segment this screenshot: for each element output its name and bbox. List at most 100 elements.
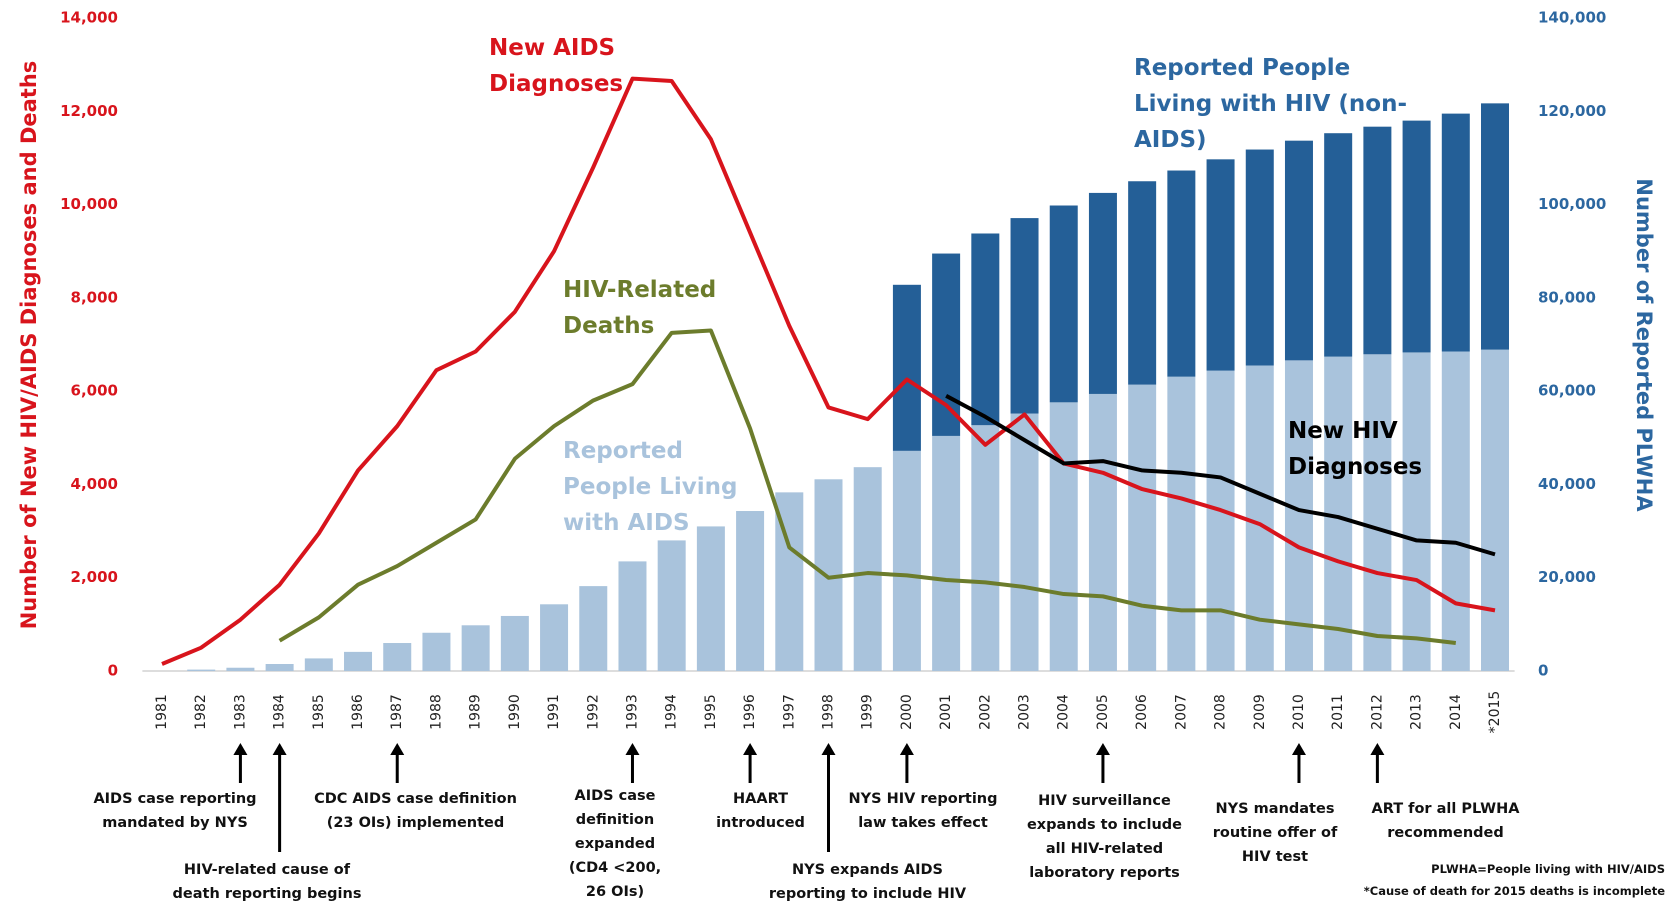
bar [1402,120,1431,353]
arrow-head [821,743,836,755]
line [161,76,1496,666]
x-tick-label: 1987 [389,694,405,730]
annotation: ART for all PLWHA recommended [1371,801,1520,841]
bar [383,643,412,671]
x-tick-label: 1998 [821,694,837,730]
bar [696,526,725,671]
arrow-head [899,743,914,755]
bar [1324,133,1353,357]
bar [304,658,333,671]
footnote: *Cause of death for 2015 deaths is incom… [1363,884,1665,898]
x-tick-label: 1991 [546,694,562,730]
arrow-head [1291,743,1306,755]
x-tick-label: 2006 [1134,694,1150,730]
y-tick-label: 2,000 [71,568,118,586]
bar [1049,205,1078,403]
series-label: Reported People Living with HIV (non-AID… [1134,55,1407,153]
annotation: HIV-related cause of death reporting beg… [172,862,362,902]
x-tick-label: 1993 [624,694,640,730]
y-tick-label: 12,000 [60,102,118,120]
annotation: CDC AIDS case definition (23 OIs) implem… [314,791,517,831]
y-tick-label: 10,000 [60,195,118,213]
bar [265,664,294,671]
annotation: NYS HIV reporting law takes effect [848,791,998,831]
bar [1010,218,1039,414]
x-tick-label: 1992 [585,694,601,730]
x-tick-label: 1983 [232,694,248,730]
x-tick-label: 2014 [1448,694,1464,730]
y2-tick-label: 40,000 [1538,475,1596,493]
y2-tick-label: 80,000 [1538,288,1596,306]
annotation: HAART introduced [716,791,805,831]
bar [1088,393,1117,671]
y2-tick-label: 140,000 [1538,9,1606,27]
x-tick-label: 2011 [1330,694,1346,730]
bar [1441,113,1470,352]
y-tick-label: 0 [108,662,118,680]
x-tick-label: 1982 [193,694,209,730]
x-tick-label: 1986 [350,694,366,730]
x-tick-label: 2000 [899,694,915,730]
bar [1128,181,1157,385]
y2-tick-label: 60,000 [1538,382,1596,400]
arrow-head [272,743,287,755]
annotation: NYS mandates routine offer of HIV test [1212,801,1338,865]
bar [932,435,961,671]
x-tick-label: 1995 [703,694,719,730]
bar [1481,349,1509,671]
y2-tick-label: 0 [1538,662,1548,680]
bar [226,667,255,671]
bar [1167,376,1196,671]
bar [892,450,921,671]
y-tick-label: 14,000 [60,9,118,27]
x-tick-label: 1996 [742,694,758,730]
x-tick-label: 2008 [1213,694,1229,730]
bar [500,615,529,671]
bar [736,511,765,671]
x-tick-label: 2001 [938,694,954,730]
x-tick-label: 2012 [1369,694,1385,730]
bar [1402,352,1431,671]
y-tick-label: 4,000 [71,475,118,493]
x-tick-label: 1981 [154,694,170,730]
series-label: Reported People Living with AIDS [563,438,738,536]
arrow-head [743,743,758,755]
x-tick-label: 1989 [468,694,484,730]
series-label: HIV-Related Deaths [563,277,717,339]
line [945,394,1496,557]
bar [579,586,608,671]
x-tick-label: 2002 [977,694,993,730]
x-tick-label: 1985 [311,694,327,730]
bar [1245,149,1274,366]
bar [932,253,961,436]
bar [971,425,1000,671]
x-tick-label: *2015 [1487,691,1503,734]
y2-axis-title: Number of Reported PLWHA [1632,178,1656,512]
bar [187,669,216,671]
bar [1128,384,1157,671]
bar [1363,354,1392,671]
bar [1245,365,1274,671]
bar [1088,192,1117,394]
y-tick-label: 8,000 [71,288,118,306]
annotation: HIV surveillance expands to include all … [1026,793,1183,881]
y2-tick-label: 120,000 [1538,102,1606,120]
y-tick-label: 6,000 [71,382,118,400]
bar [1206,370,1235,671]
x-tick-label: 2003 [1017,694,1033,730]
x-tick-label: 1984 [272,694,288,730]
bar [1206,159,1235,371]
bar [1284,140,1313,361]
y2-tick-label: 20,000 [1538,568,1596,586]
bar [461,625,490,671]
x-tick-label: 2010 [1291,694,1307,730]
y2-tick-label: 100,000 [1538,195,1606,213]
bar [853,467,882,671]
x-tick-label: 1997 [781,694,797,730]
bar [892,284,921,451]
bar [1441,351,1470,671]
series-label: New HIV Diagnoses [1288,418,1423,480]
bar [344,651,373,671]
footnote: PLWHA=People living with HIV/AIDS [1431,862,1665,876]
